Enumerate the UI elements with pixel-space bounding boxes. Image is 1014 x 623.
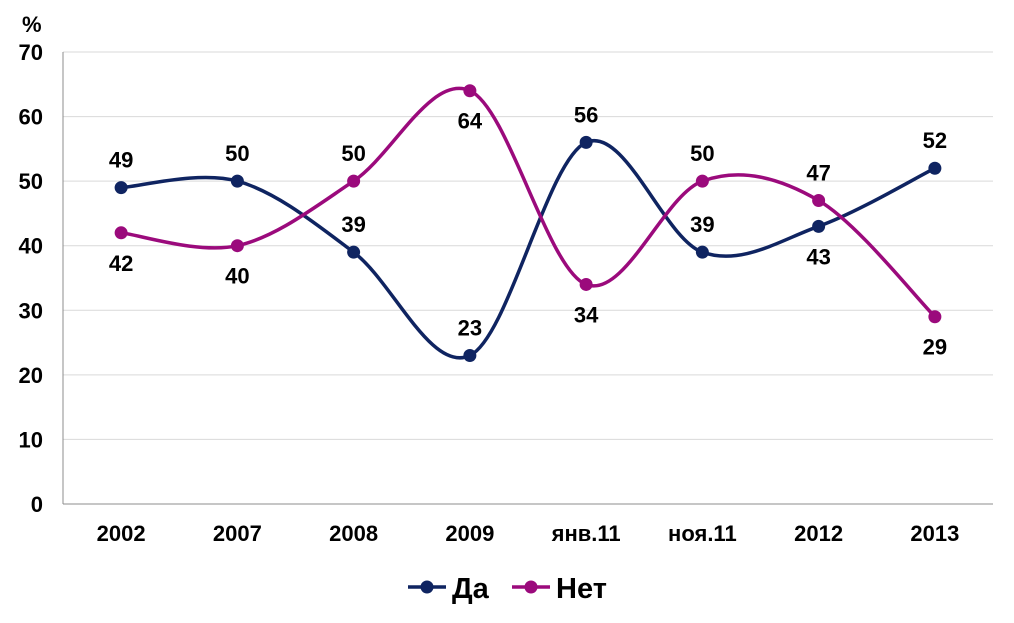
data-point [230,174,244,188]
data-label: 23 [458,315,482,340]
data-label: 52 [923,128,947,153]
data-label: 50 [690,141,714,166]
data-label: 29 [923,335,947,360]
legend-swatch-marker [524,580,538,594]
legend-swatch-marker [420,580,434,594]
data-point [812,194,826,208]
data-label: 43 [806,244,830,269]
series [114,84,942,362]
y-tick-label: 30 [19,298,43,323]
axes [62,52,993,505]
x-tick-label: 2013 [910,521,959,546]
x-axis-ticks: 2002 2007 2008 2009 янв.11 ноя.11 2012 2013 [97,521,960,546]
series-net [114,84,942,324]
data-labels: 49 50 39 23 56 39 43 52 42 40 50 64 34 50 47 29 [109,102,947,359]
legend-label: Да [452,573,490,605]
data-label: 64 [458,109,483,134]
legend: Да Нет [408,573,607,605]
x-tick-label: 2007 [213,521,262,546]
data-label: 50 [225,141,249,166]
data-label: 34 [574,302,599,327]
x-tick-label: 2009 [445,521,494,546]
data-point [347,174,361,188]
data-label: 42 [109,251,133,276]
series-line [119,86,937,319]
x-tick-label: 2008 [329,521,378,546]
y-axis-unit-label: % [22,12,42,37]
data-label: 39 [690,212,714,237]
data-point [812,219,826,233]
legend-label: Нет [556,573,607,605]
x-tick-label: 2002 [97,521,146,546]
y-tick-label: 60 [19,105,43,130]
data-point [463,348,477,362]
data-point [928,310,942,324]
data-point [695,174,709,188]
data-point [114,226,128,240]
y-tick-label: 50 [19,169,43,194]
y-axis-ticks: 0 10 20 30 40 50 60 70 [19,40,43,517]
data-label: 56 [574,102,598,127]
data-point [579,135,593,149]
data-point [347,245,361,259]
series-line [119,138,937,360]
legend-item-da: Да [408,573,490,605]
data-label: 47 [806,161,830,186]
data-label: 50 [341,141,365,166]
y-tick-label: 70 [19,40,43,65]
y-tick-label: 10 [19,427,43,452]
x-tick-label: ноя.11 [668,521,737,546]
data-point [463,84,477,98]
y-tick-label: 20 [19,363,43,388]
data-point [928,161,942,175]
data-point [230,239,244,253]
y-tick-label: 0 [31,492,43,517]
gridlines [63,51,993,440]
series-da [114,135,942,362]
data-label: 39 [341,212,365,237]
data-point [114,181,128,195]
y-tick-label: 40 [19,234,43,259]
data-point [695,245,709,259]
legend-item-net: Нет [512,573,607,605]
x-tick-label: 2012 [794,521,843,546]
data-label: 49 [109,148,133,173]
x-tick-label: янв.11 [551,521,621,546]
data-point [579,277,593,291]
data-label: 40 [225,264,249,289]
